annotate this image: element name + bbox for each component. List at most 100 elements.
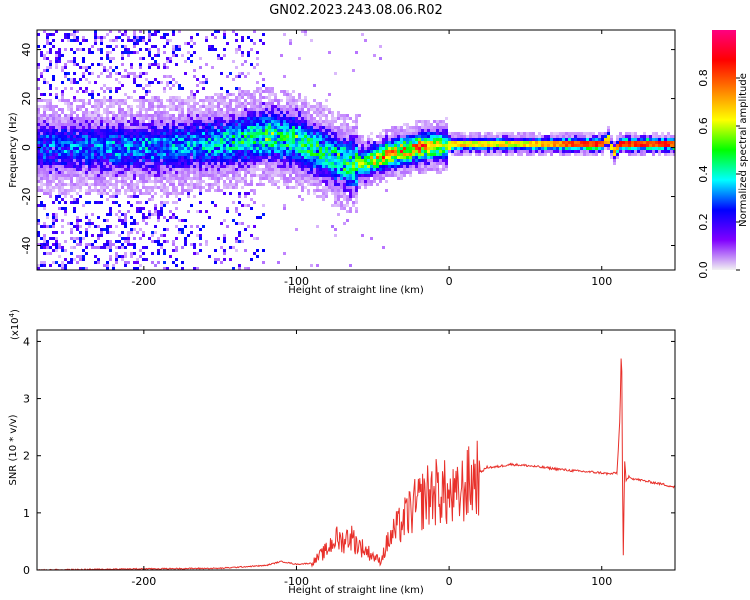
spectrogram-cell — [502, 147, 505, 150]
spectrogram-cell — [262, 144, 265, 147]
spectrogram-cell — [67, 144, 70, 147]
spectrogram-cell — [298, 117, 301, 120]
spectrogram-cell — [274, 132, 277, 135]
spectrogram-cell — [184, 135, 187, 138]
spectrogram-cell — [58, 177, 61, 180]
spectrogram-cell — [52, 126, 55, 129]
spectrogram-cell — [166, 267, 169, 270]
spectrogram-cell — [49, 168, 52, 171]
spectrogram-cell — [508, 153, 511, 156]
spectrogram-cell — [115, 258, 118, 261]
spectrogram-cell — [46, 144, 49, 147]
spectrogram-cell — [85, 102, 88, 105]
spectrogram-cell — [43, 144, 46, 147]
spectrogram-cell — [178, 219, 181, 222]
spectrogram-cell — [208, 114, 211, 117]
spectrogram-cell — [76, 174, 79, 177]
spectrogram-cell — [268, 111, 271, 114]
spectrogram-cell — [106, 246, 109, 249]
spectrogram-cell — [103, 69, 106, 72]
spectrogram-cell — [415, 156, 418, 159]
spectrogram-cell — [220, 150, 223, 153]
spectrogram-cell — [124, 120, 127, 123]
spectrogram-cell — [232, 99, 235, 102]
spectrogram-cell — [151, 171, 154, 174]
spectrogram-cell — [235, 237, 238, 240]
spectrogram-cell — [67, 177, 70, 180]
spectrogram-cell — [163, 252, 166, 255]
spectrogram-cell — [232, 126, 235, 129]
spectrogram-cell — [100, 36, 103, 39]
spectrogram-cell — [184, 42, 187, 45]
spectrogram-cell — [442, 126, 445, 129]
spectrogram-cell — [187, 177, 190, 180]
spectrogram-cell — [61, 192, 64, 195]
spectrogram-cell — [247, 138, 250, 141]
spectrogram-cell — [526, 147, 529, 150]
spectrogram-cell — [571, 138, 574, 141]
spectrogram-cell — [304, 153, 307, 156]
spectrogram-cell — [238, 234, 241, 237]
spectrogram-cell — [193, 243, 196, 246]
spectrogram-cell — [79, 159, 82, 162]
spectrogram-cell — [127, 96, 130, 99]
spectrogram-cell — [310, 39, 313, 42]
spectrogram-cell — [85, 129, 88, 132]
spectrogram-cell — [202, 171, 205, 174]
spectrogram-cell — [244, 75, 247, 78]
spectrogram-cell — [121, 126, 124, 129]
spectrogram-cell — [118, 192, 121, 195]
spectrogram-cell — [181, 168, 184, 171]
spectrogram-cell — [58, 141, 61, 144]
spectrogram-cell — [295, 228, 298, 231]
spectrogram-cell — [511, 135, 514, 138]
spectrogram-cell — [319, 171, 322, 174]
spectrogram-cell — [331, 156, 334, 159]
spectrogram-cell — [94, 36, 97, 39]
spectrogram-cell — [61, 156, 64, 159]
spectrogram-cell — [76, 90, 79, 93]
spectrogram-cell — [574, 144, 577, 147]
spectrogram-cell — [439, 153, 442, 156]
spectrogram-cell — [181, 186, 184, 189]
spectrogram-cell — [487, 135, 490, 138]
spectrogram-cell — [265, 90, 268, 93]
spectrogram-cell — [37, 78, 40, 81]
spectrogram-cell — [226, 147, 229, 150]
spectrogram-cell — [241, 114, 244, 117]
spectrogram-cell — [262, 162, 265, 165]
spectrogram-cell — [136, 42, 139, 45]
spectrogram-cell — [43, 111, 46, 114]
spectrogram-cell — [439, 159, 442, 162]
spectrogram-cell — [205, 36, 208, 39]
spectrogram-cell — [178, 96, 181, 99]
spectrogram-cell — [94, 102, 97, 105]
spectrogram-cell — [169, 96, 172, 99]
spectrogram-cell — [208, 141, 211, 144]
spectrogram-cell — [208, 123, 211, 126]
spectrogram-cell — [532, 144, 535, 147]
spectrogram-cell — [376, 159, 379, 162]
spectrogram-cell — [535, 141, 538, 144]
spectrogram-cell — [181, 114, 184, 117]
spectrogram-cell — [205, 174, 208, 177]
spectrogram-cell — [46, 39, 49, 42]
spectrogram-cell — [388, 138, 391, 141]
spectrogram-cell — [52, 261, 55, 264]
spectrogram-cell — [52, 135, 55, 138]
spectrogram-cell — [61, 225, 64, 228]
spectrogram-cell — [43, 150, 46, 153]
spectrogram-cell — [166, 147, 169, 150]
spectrogram-cell — [322, 189, 325, 192]
spectrogram-cell — [49, 180, 52, 183]
spectrogram-cell — [46, 225, 49, 228]
spectrogram-cell — [235, 117, 238, 120]
spectrogram-cell — [109, 255, 112, 258]
spectrogram-cell — [73, 138, 76, 141]
spectrogram-cell — [277, 102, 280, 105]
spectrogram-cell — [370, 237, 373, 240]
spectrogram-cell — [193, 105, 196, 108]
spectrogram-cell — [319, 147, 322, 150]
spectrogram-cell — [469, 141, 472, 144]
spectrogram-cell — [85, 153, 88, 156]
